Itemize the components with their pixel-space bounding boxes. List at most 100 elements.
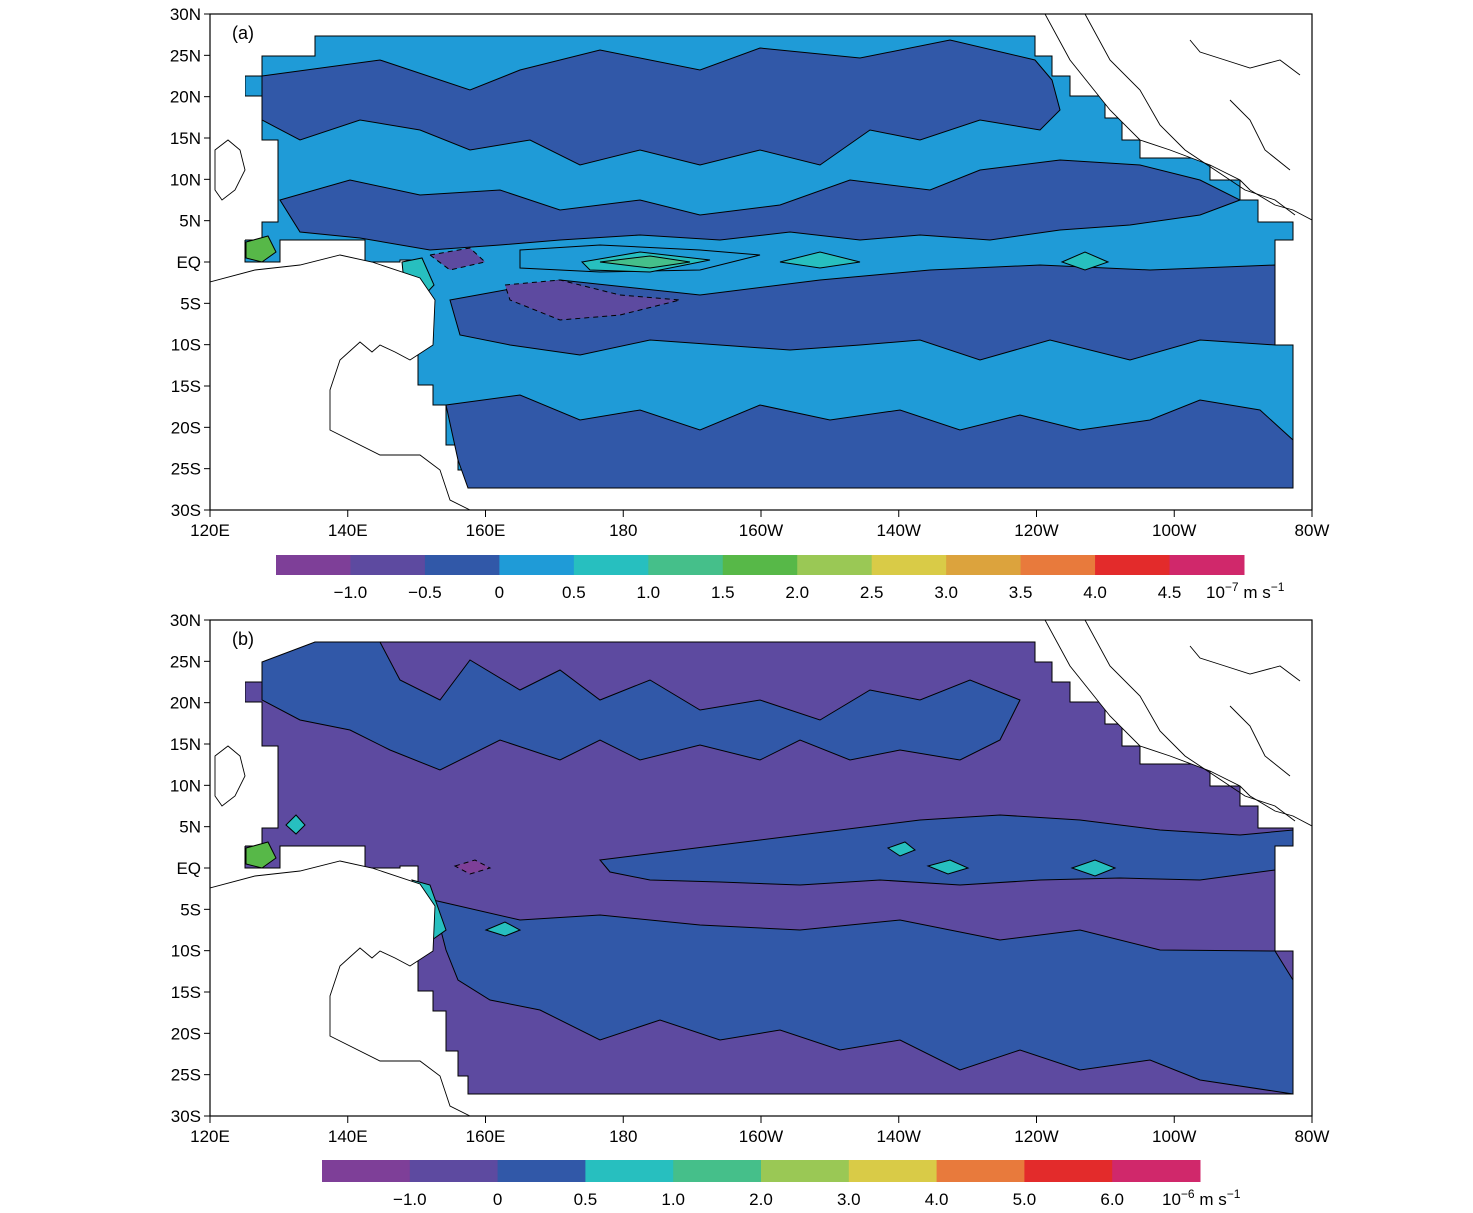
negative-region bbox=[261, 39, 1061, 166]
positive-region bbox=[1070, 859, 1117, 877]
lat-tick-label: 10N bbox=[170, 776, 201, 795]
continent-outline-a bbox=[1084, 14, 1301, 216]
lat-tick-label: 20N bbox=[170, 88, 201, 107]
lat-tick-label: 5N bbox=[179, 212, 201, 231]
lon-tick-label: 120E bbox=[190, 1127, 230, 1146]
colorbar-swatch bbox=[350, 555, 426, 575]
lon-tick-label: 160W bbox=[739, 1127, 783, 1146]
unit-suffix: m s bbox=[1195, 1190, 1227, 1209]
unit-exp: −6 bbox=[1181, 1187, 1195, 1201]
colorbar-swatch bbox=[1169, 555, 1245, 575]
lat-tick-label: 10S bbox=[171, 336, 201, 355]
lon-tick-label: 100W bbox=[1152, 1127, 1196, 1146]
contour-blobs-a bbox=[245, 39, 1294, 489]
lat-tick-label: 15N bbox=[170, 129, 201, 148]
positive-region bbox=[261, 641, 1021, 771]
colorbar-label: 5.0 bbox=[1013, 1190, 1037, 1209]
colorbar-swatch bbox=[1095, 555, 1171, 575]
colorbar-label: 0.5 bbox=[562, 583, 586, 602]
lat-tick-label: 10N bbox=[170, 170, 201, 189]
colorbar-swatch bbox=[722, 555, 798, 575]
colorbar-swatch bbox=[1020, 555, 1096, 575]
colorbar-swatch bbox=[424, 555, 500, 575]
lat-tick-label: EQ bbox=[176, 253, 201, 272]
colorbar-label: 4.5 bbox=[1158, 583, 1182, 602]
colorbar-label: 2.5 bbox=[860, 583, 884, 602]
lon-tick-label: 100W bbox=[1152, 521, 1196, 540]
colorbar-label: −1.0 bbox=[393, 1190, 427, 1209]
positive-region bbox=[599, 255, 691, 269]
colorbar-swatch bbox=[276, 555, 351, 575]
unit-exp: −7 bbox=[1225, 580, 1239, 594]
colorbar-label: 2.0 bbox=[785, 583, 809, 602]
lat-tick-label: 15N bbox=[170, 735, 201, 754]
lat-tick-label: 20S bbox=[171, 1024, 201, 1043]
lon-tick-label: 140E bbox=[328, 1127, 368, 1146]
colorbar-swatch bbox=[936, 1160, 1025, 1182]
lat-tick-label: 30N bbox=[170, 611, 201, 630]
lon-tick-label: 160E bbox=[466, 1127, 506, 1146]
colorbar-label: 3.5 bbox=[1009, 583, 1033, 602]
lat-tick-label: 25S bbox=[171, 1066, 201, 1085]
colorbar-unit: 10−6 m s−1 bbox=[1162, 1187, 1241, 1209]
colorbar-swatch bbox=[497, 1160, 586, 1182]
colorbar-label: −1.0 bbox=[334, 583, 368, 602]
positive-region bbox=[484, 921, 522, 937]
lon-tick-label: 120E bbox=[190, 521, 230, 540]
lat-tick-label: 30S bbox=[171, 501, 201, 520]
colorbar-label: 4.0 bbox=[925, 1190, 949, 1209]
colorbar-label: 1.0 bbox=[636, 583, 660, 602]
panel-b: (b) 30N 25N 20N 15N 10N 5N EQ 5S 10S 15S 20S 25S 30S… bbox=[170, 611, 1330, 1209]
positive-region bbox=[432, 899, 1294, 1095]
positive-region bbox=[886, 841, 916, 857]
unit-suffix-exp: −1 bbox=[1227, 1187, 1241, 1201]
lon-tick-label: 140W bbox=[877, 521, 921, 540]
lat-tick-label: 30S bbox=[171, 1107, 201, 1126]
lon-axis-a: 120E 140E 160E 180 160W 140W 120W 100W 80W bbox=[190, 510, 1329, 540]
colorbar-swatch bbox=[322, 1160, 411, 1182]
lat-tick-label: EQ bbox=[176, 859, 201, 878]
colorbar-label: 1.0 bbox=[661, 1190, 685, 1209]
lon-tick-label: 140E bbox=[328, 521, 368, 540]
colorbar-swatch bbox=[499, 555, 575, 575]
lon-tick-label: 160W bbox=[739, 521, 783, 540]
colorbar-a: −1.0 −0.5 0 0.5 1.0 1.5 2.0 2.5 3.0 3.5 4.0 4.5 10−7… bbox=[276, 555, 1285, 602]
positive-region bbox=[779, 251, 861, 269]
coastline-a bbox=[210, 14, 1312, 510]
positive-region bbox=[285, 814, 306, 835]
colorbar-swatch bbox=[848, 1160, 938, 1182]
negative-region bbox=[449, 264, 1276, 361]
lon-tick-label: 120W bbox=[1014, 1127, 1058, 1146]
lat-tick-label: 15S bbox=[171, 983, 201, 1002]
colorbar-swatch bbox=[946, 555, 1022, 575]
colorbar-label: −0.5 bbox=[408, 583, 442, 602]
unit-base: 10 bbox=[1206, 583, 1225, 602]
unit-suffix: m s bbox=[1239, 583, 1271, 602]
lat-axis-b: 30N 25N 20N 15N 10N 5N EQ 5S 10S 15S 20S 25S 30S bbox=[170, 611, 210, 1126]
colorbar-swatch bbox=[871, 555, 947, 575]
contour-blobs-b bbox=[245, 641, 1294, 1095]
dashed-negative-region bbox=[428, 247, 487, 271]
positive-region bbox=[926, 859, 970, 875]
panel-label-b: (b) bbox=[232, 629, 254, 649]
colorbar-swatch bbox=[1024, 1160, 1113, 1182]
lon-tick-label: 160E bbox=[466, 521, 506, 540]
colorbar-swatch bbox=[409, 1160, 499, 1182]
colorbar-label: 3.0 bbox=[837, 1190, 861, 1209]
lat-tick-label: 20S bbox=[171, 418, 201, 437]
lon-tick-label: 180 bbox=[609, 521, 637, 540]
colorbar-swatch bbox=[585, 1160, 674, 1182]
lon-tick-label: 80W bbox=[1295, 521, 1330, 540]
colorbar-label: 1.5 bbox=[711, 583, 735, 602]
colorbar-label: 0 bbox=[495, 583, 504, 602]
unit-base: 10 bbox=[1162, 1190, 1181, 1209]
dashed-negative-region bbox=[453, 859, 492, 875]
lon-tick-label: 140W bbox=[877, 1127, 921, 1146]
lon-axis-b: 120E 140E 160E 180 160W 140W 120W 100W 80W bbox=[190, 1116, 1329, 1146]
lon-tick-label: 180 bbox=[609, 1127, 637, 1146]
lon-tick-label: 120W bbox=[1014, 521, 1058, 540]
colorbar-unit: 10−7 m s−1 bbox=[1206, 580, 1285, 602]
lat-tick-label: 25S bbox=[171, 460, 201, 479]
coastline-b bbox=[210, 620, 1312, 1116]
positive-region bbox=[599, 814, 1294, 886]
